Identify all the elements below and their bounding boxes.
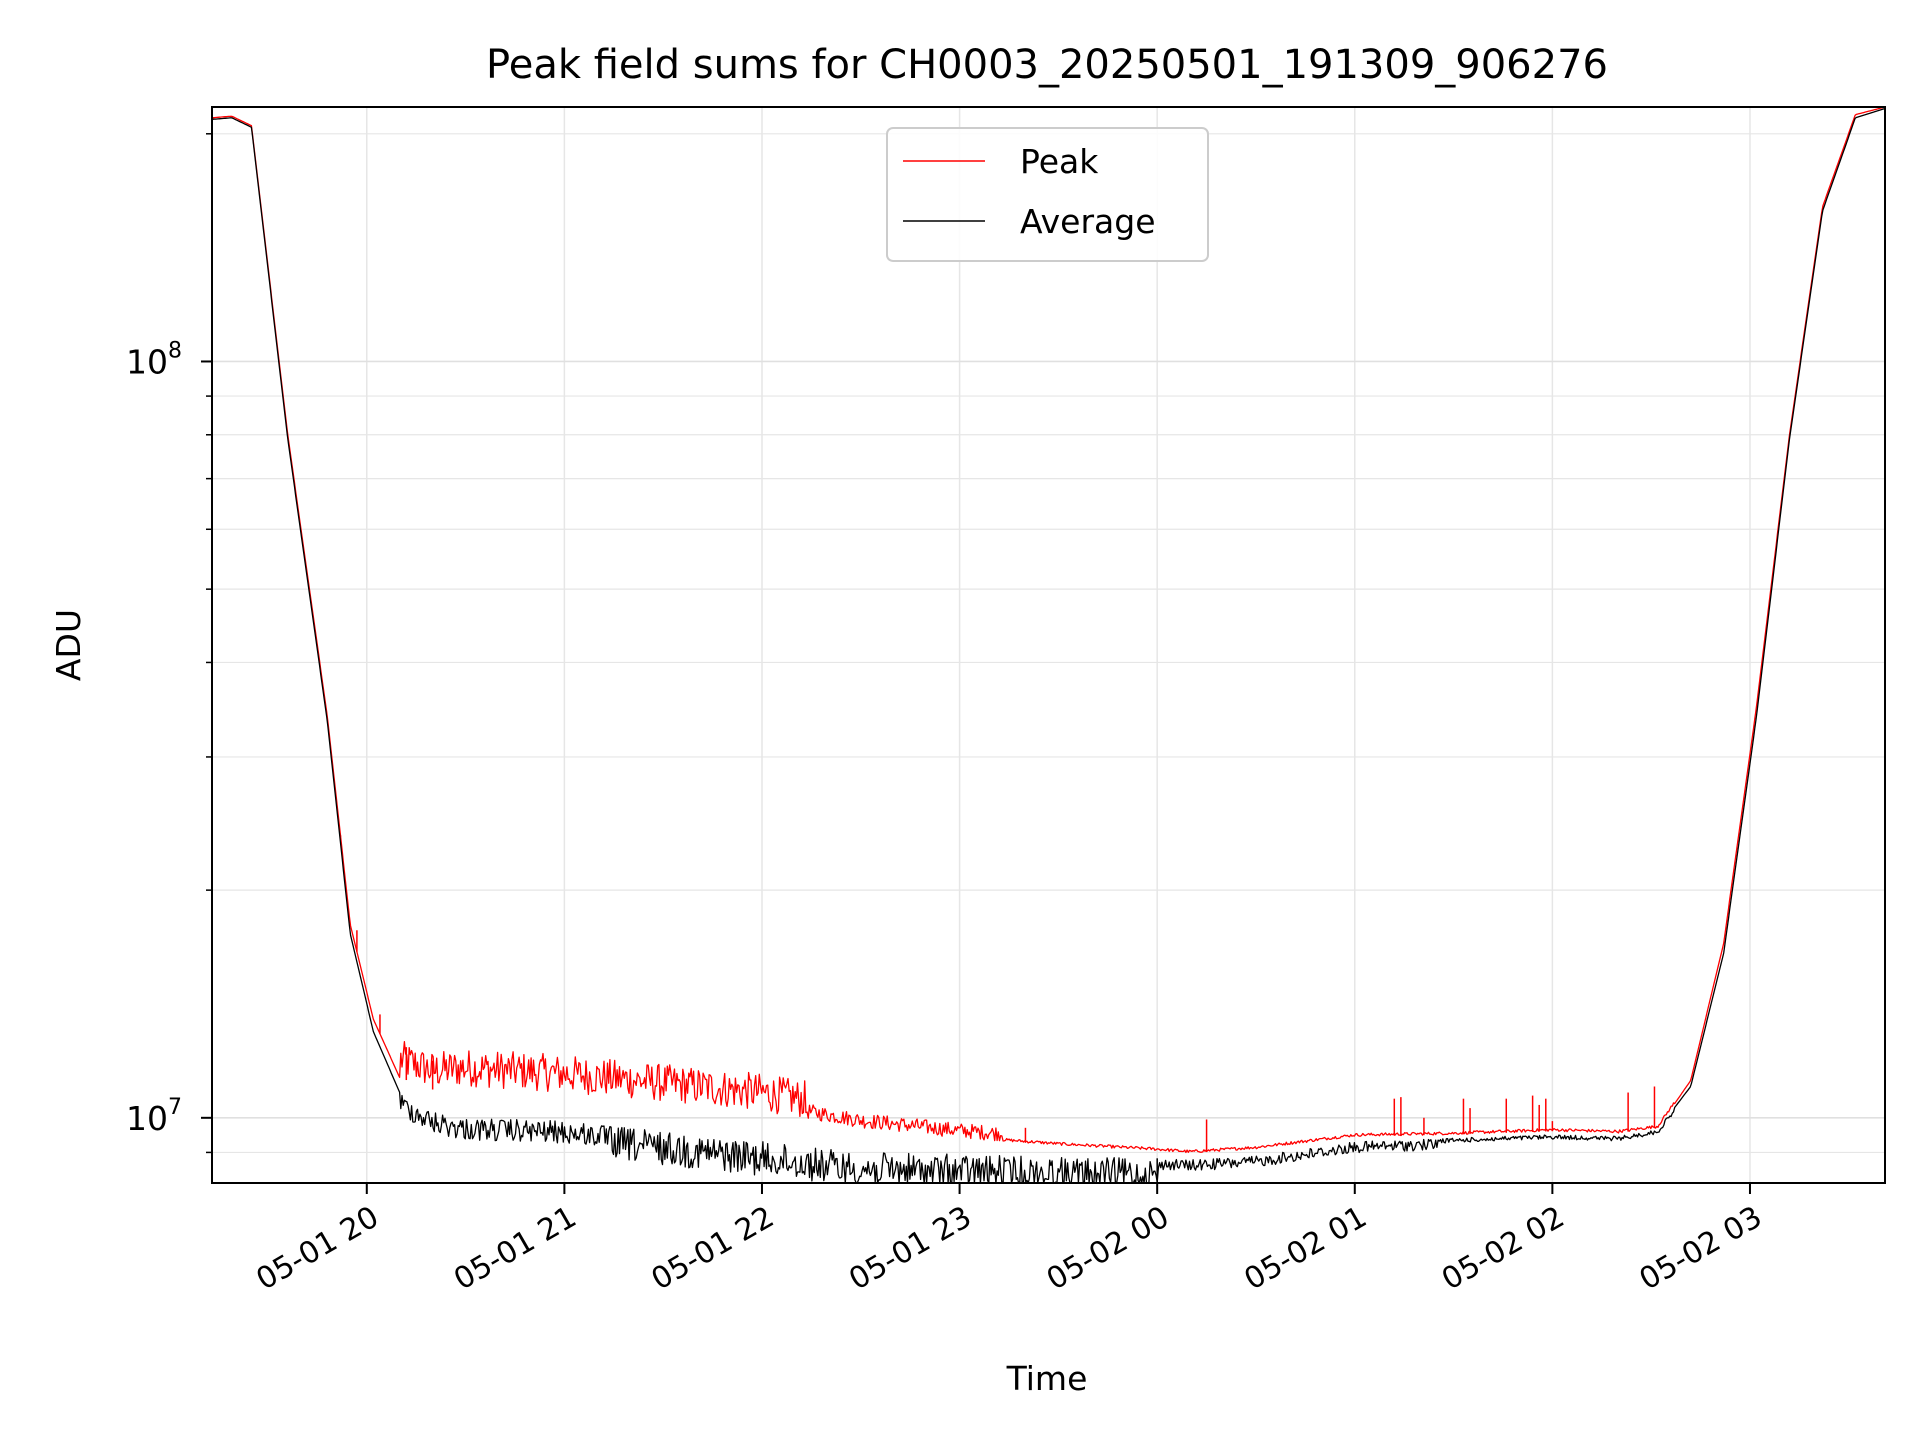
- legend: Peak Average: [886, 127, 1209, 262]
- peak-series-line: [211, 106, 1886, 1154]
- y-tick-label: 108: [126, 338, 182, 381]
- average-series-line: [211, 107, 1886, 1184]
- legend-average-label: Average: [1020, 202, 1156, 241]
- y-tick-label: 107: [126, 1095, 182, 1138]
- legend-peak-label: Peak: [1020, 142, 1099, 181]
- series-layer: [211, 106, 1886, 1184]
- chart-title: Peak field sums for CH0003_20250501_1913…: [486, 42, 1608, 88]
- grid: [212, 107, 1885, 1183]
- y-axis-label: ADU: [49, 609, 88, 681]
- x-axis-label: Time: [1006, 1359, 1088, 1398]
- plot-frame: [211, 106, 1886, 1184]
